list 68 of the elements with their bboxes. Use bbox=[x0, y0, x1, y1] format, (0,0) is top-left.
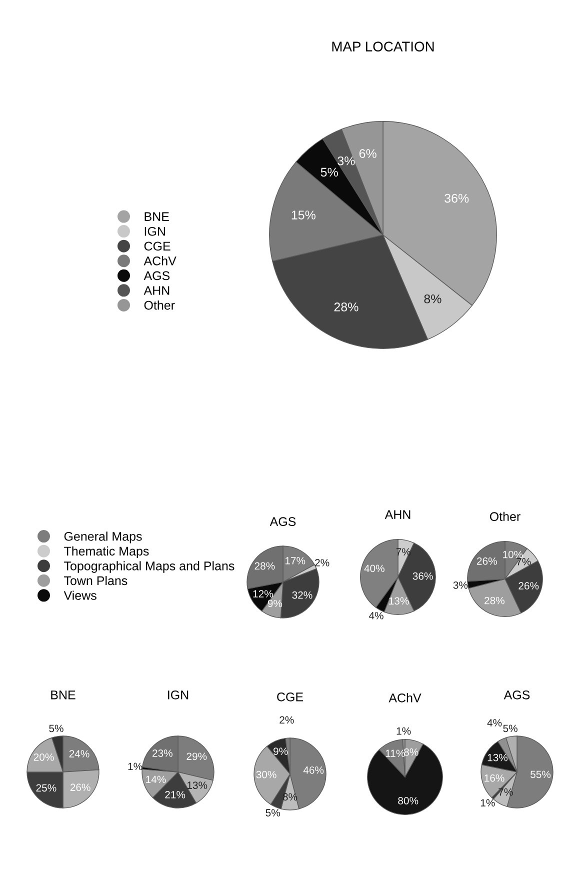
data-label: 55% bbox=[530, 770, 551, 778]
data-label: 17% bbox=[285, 557, 306, 564]
data-label: 6% bbox=[359, 149, 376, 158]
data-label: 15% bbox=[292, 210, 316, 220]
chart-title: AChV bbox=[388, 693, 422, 702]
chart-title: AGS bbox=[270, 517, 296, 526]
legend-label: Other bbox=[144, 300, 175, 310]
data-label: 2% bbox=[315, 559, 330, 566]
data-label: 11% bbox=[386, 750, 405, 757]
legend-label: AChV bbox=[144, 256, 176, 266]
data-label: 24% bbox=[69, 750, 90, 758]
data-label: 13% bbox=[389, 597, 409, 605]
data-label: 13% bbox=[488, 754, 508, 762]
data-label: 25% bbox=[36, 784, 56, 792]
data-label: 28% bbox=[484, 596, 504, 604]
data-label: 32% bbox=[292, 591, 312, 599]
data-label: 80% bbox=[398, 797, 418, 804]
legend-label: AHN bbox=[144, 286, 170, 295]
legend-label: Town Plans bbox=[64, 576, 128, 586]
data-label: 8% bbox=[424, 294, 442, 304]
data-label: 28% bbox=[254, 562, 275, 570]
data-label: 5% bbox=[503, 724, 518, 732]
data-label: 16% bbox=[484, 774, 504, 782]
data-label: 30% bbox=[256, 770, 276, 778]
data-label: 21% bbox=[165, 790, 186, 798]
chart-title: Other bbox=[490, 512, 520, 522]
data-label: 5% bbox=[49, 724, 64, 732]
chart-title: AGS bbox=[504, 690, 530, 700]
legend-label: Topographical Maps and Plans bbox=[64, 561, 234, 573]
data-label: 36% bbox=[412, 572, 433, 580]
data-label: 3% bbox=[453, 581, 468, 589]
data-label: 4% bbox=[487, 719, 502, 726]
data-label: 5% bbox=[266, 809, 280, 816]
chart-title: IGN bbox=[168, 690, 188, 700]
data-label: 14% bbox=[146, 776, 166, 784]
data-label: 1% bbox=[396, 727, 411, 735]
legend-label: General Maps bbox=[64, 532, 142, 544]
data-label: 3% bbox=[338, 156, 355, 166]
data-label: 40% bbox=[364, 564, 384, 572]
chart-title: MAP LOCATION bbox=[332, 42, 434, 52]
data-label: 10% bbox=[503, 550, 523, 558]
data-label: 26% bbox=[477, 557, 497, 565]
data-label: 26% bbox=[518, 582, 539, 590]
data-label: 26% bbox=[70, 784, 90, 792]
data-label: 12% bbox=[253, 590, 273, 598]
data-label: 20% bbox=[34, 753, 54, 761]
data-label: 1% bbox=[480, 799, 495, 806]
legend-label: IGN bbox=[144, 226, 165, 236]
chart-title: CGE bbox=[277, 692, 304, 702]
legend-label: AGS bbox=[144, 271, 170, 280]
legend-label: Thematic Maps bbox=[64, 546, 149, 558]
data-label: 29% bbox=[186, 752, 207, 760]
chart-title: AHN bbox=[384, 510, 410, 519]
data-label: 36% bbox=[444, 194, 469, 203]
data-label: 13% bbox=[187, 782, 208, 789]
data-label: 7% bbox=[516, 558, 531, 566]
data-label: 4% bbox=[368, 612, 384, 620]
chart-title: BNE bbox=[51, 690, 76, 700]
data-label: 1% bbox=[128, 762, 142, 770]
legend-label: Views bbox=[64, 590, 96, 600]
data-label: 2% bbox=[280, 716, 294, 724]
data-label: 9% bbox=[274, 748, 288, 755]
legend-label: CGE bbox=[144, 242, 170, 251]
data-label: 28% bbox=[334, 302, 358, 312]
legend-label: BNE bbox=[144, 212, 169, 221]
data-label: 46% bbox=[303, 766, 324, 774]
data-label: 23% bbox=[152, 749, 172, 757]
data-label: 5% bbox=[320, 168, 338, 177]
